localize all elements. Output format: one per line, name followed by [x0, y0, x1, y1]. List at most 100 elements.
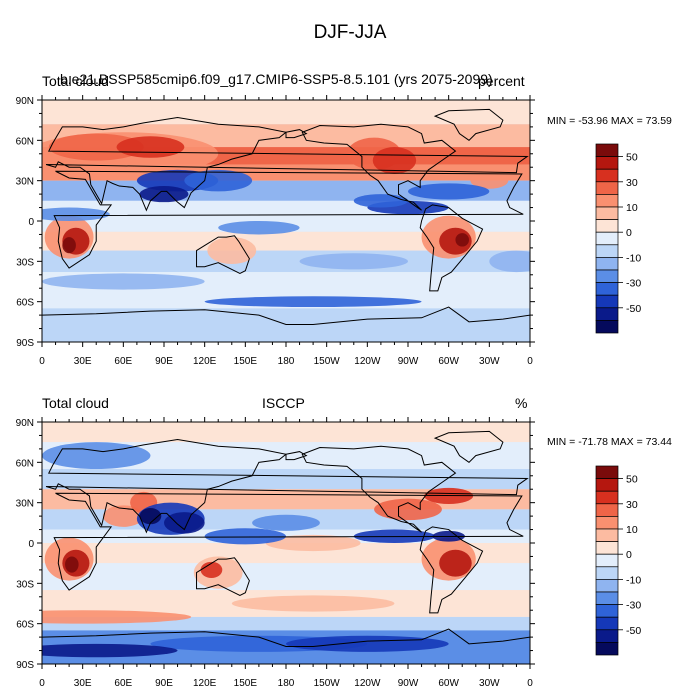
anomaly-region [116, 136, 185, 158]
coastline-namerica [301, 445, 457, 533]
lon-tick-label: 30W [479, 356, 500, 367]
lat-tick-label: 90S [16, 660, 34, 671]
colorbar-segment [595, 566, 619, 580]
colorbar-label: 0 [626, 227, 632, 239]
coastline-samerica [419, 526, 484, 614]
lat-tick-label: 60N [16, 458, 34, 469]
anomaly-region [439, 549, 472, 577]
colorbar-label: -10 [626, 252, 641, 264]
colorbar-segment [595, 257, 619, 271]
lat-tick-label: 30N [16, 177, 34, 188]
coastline-eurasia [45, 116, 529, 212]
anomaly-region [42, 273, 205, 290]
anomaly-region [184, 169, 253, 192]
panel2-left-label: Total cloud [42, 395, 109, 411]
lat-tick-label: 60S [16, 620, 34, 631]
zonal-band [42, 231, 530, 251]
colorbar-segment [595, 181, 619, 195]
field-layer [42, 100, 530, 342]
lat-tick-label: 90S [16, 338, 34, 349]
anomaly-region [299, 253, 408, 270]
colorbar-segment [595, 219, 619, 233]
colorbar-segment [595, 642, 619, 656]
lon-tick-label: 60W [438, 678, 459, 689]
coastline-australia [196, 557, 250, 596]
lon-tick-label: 60W [438, 356, 459, 367]
panel2-right-label: % [515, 395, 528, 411]
lon-tick-label: 90E [155, 356, 173, 367]
colorbar-segment [595, 579, 619, 593]
coastline-africa [53, 492, 524, 591]
colorbar-label: -50 [626, 303, 641, 315]
colorbar-label: 0 [626, 549, 632, 561]
colorbar-segment [595, 269, 619, 283]
lat-tick-label: 0 [28, 539, 34, 550]
anomaly-region [372, 147, 417, 174]
coastline-greenland [433, 108, 504, 141]
colorbar-segment [595, 490, 619, 505]
coastline-samerica [419, 204, 484, 292]
figure-title: DJF-JJA [313, 22, 387, 43]
lat-tick-label: 30S [16, 579, 34, 590]
coastline-australia [196, 235, 250, 274]
lon-tick-label: 90W [398, 356, 419, 367]
colorbar-segment [595, 194, 619, 208]
lon-tick-label: 0 [527, 678, 533, 689]
coastline-namerica [301, 123, 457, 211]
colorbar-segment [595, 541, 619, 555]
colorbar-segment [595, 604, 619, 618]
anomaly-region [353, 194, 408, 208]
coastline-africa [53, 170, 524, 269]
coastline-antarctica [42, 306, 530, 342]
anomaly-region [455, 233, 469, 247]
anomaly-region [62, 237, 76, 254]
panel1-minmax: MIN = -53.96 MAX = 73.59 [547, 115, 672, 127]
colorbar-segment [595, 528, 619, 542]
coastline-greenland [433, 430, 504, 463]
anomaly-region [204, 528, 286, 545]
panel1-map: 90N 60N 30N 0 30S 60S 90S 0 30E 60E 90E 120E 150E 180… [16, 95, 535, 367]
anomaly-region [42, 207, 110, 221]
lon-tick-label: 0 [527, 356, 533, 367]
anomaly-region [42, 610, 192, 624]
anomaly-region [139, 508, 162, 525]
panel1-right-label: percent [478, 73, 525, 89]
lon-tick-label: 30W [479, 678, 500, 689]
colorbar-segment [595, 231, 619, 246]
anomaly-region [48, 133, 144, 161]
colorbar-label: -50 [626, 625, 641, 637]
colorbar-segment [595, 282, 619, 296]
anomaly-region [408, 183, 490, 200]
colorbar-label: -30 [626, 600, 641, 612]
colorbar-label: 10 [626, 524, 638, 536]
anomaly-region [139, 186, 189, 203]
colorbar-segment [595, 591, 619, 605]
panel2-minmax: MIN = -71.78 MAX = 73.44 [547, 436, 672, 448]
anomaly-region [489, 250, 530, 273]
anomaly-region [470, 172, 509, 189]
colorbar-segment [595, 516, 619, 530]
panel2-center-label: ISCCP [262, 395, 305, 411]
anomaly-region [204, 296, 422, 308]
coastline-antarctica [42, 628, 530, 664]
colorbar-segment [595, 616, 619, 631]
lat-tick-label: 60S [16, 298, 34, 309]
lon-tick-label: 60E [114, 678, 132, 689]
anomaly-region [374, 498, 442, 521]
lon-tick-label: 120E [193, 678, 217, 689]
colorbar-segment [595, 156, 619, 170]
colorbar-label: 30 [626, 499, 638, 511]
colorbar-segment [595, 244, 619, 258]
colorbar-segment [595, 143, 619, 157]
anomaly-region [231, 595, 395, 612]
panel1-colorbar: 50 30 10 0 -10 -30 -50 [595, 143, 641, 334]
colorbar-segment [595, 503, 619, 517]
panel1-left-label: Total cloud [42, 73, 109, 89]
lat-tick-label: 60N [16, 136, 34, 147]
lon-tick-label: 120E [193, 356, 217, 367]
panel2-colorbar: 50 30 10 0 -10 -30 -50 [595, 465, 641, 656]
anomaly-region [252, 514, 320, 531]
coastline-chukotka [285, 129, 308, 139]
anomaly-region [200, 561, 223, 578]
anomaly-region [42, 643, 178, 658]
